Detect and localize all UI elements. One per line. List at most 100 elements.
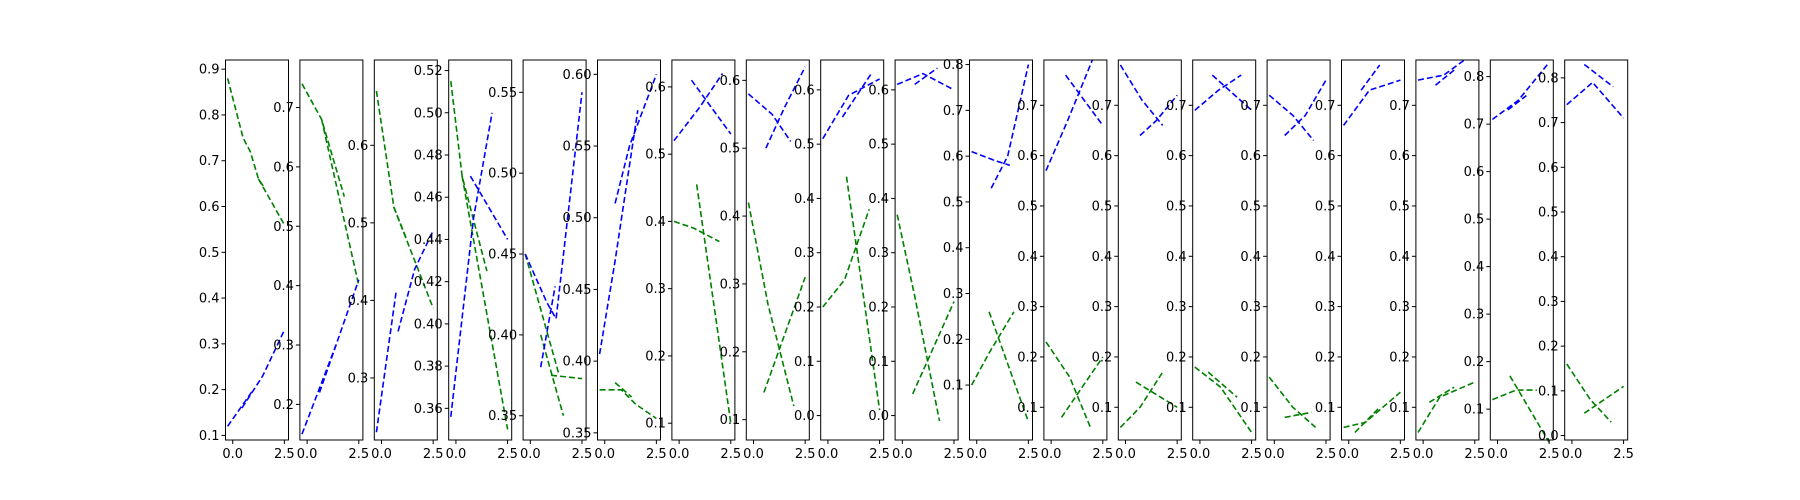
y-tick-label: 0.4 (1464, 260, 1485, 275)
x-tick-label: 2.5 (944, 447, 965, 462)
x-tick-label: 0.0 (1562, 447, 1583, 462)
panel-9-blue-line-3 (822, 78, 880, 140)
y-tick-label: 0.5 (199, 246, 220, 261)
panel-12-blue-line-4 (1064, 74, 1104, 126)
y-tick-label: 0.3 (868, 246, 889, 261)
x-tick-label: 2.5 (274, 447, 295, 462)
y-tick-label: 0.1 (868, 355, 889, 370)
y-tick-label: 0.3 (348, 371, 369, 386)
panel-12-green-line-2 (1060, 356, 1104, 418)
panel-19-blue-line-4 (1583, 63, 1614, 88)
y-tick-label: 0.40 (488, 328, 517, 343)
panel-10-green-line-1 (896, 214, 941, 422)
panel-19-blue-line-3 (1566, 81, 1625, 119)
panel-8-green-line-2 (763, 276, 806, 393)
y-tick-label: 0.6 (868, 83, 889, 98)
panel-17-blue-line-4 (1434, 69, 1455, 86)
y-tick-label: 0.3 (1538, 295, 1559, 310)
y-tick-label: 0.3 (943, 287, 964, 302)
x-tick-label: 0.0 (669, 447, 690, 462)
panel-11: 0.10.20.30.40.50.60.70.80.0 2.5 (943, 58, 1039, 462)
panel-6-green-line-1 (599, 388, 657, 420)
panel-1-frame (225, 59, 289, 441)
y-tick-label: 0.7 (273, 101, 294, 116)
y-tick-label: 0.4 (868, 192, 889, 207)
y-tick-label: 0.8 (1464, 70, 1485, 85)
y-tick-label: 0.1 (1240, 401, 1261, 416)
y-tick-label: 0.3 (645, 282, 666, 297)
y-tick-label: 0.2 (794, 301, 815, 316)
y-tick-label: 0.5 (943, 195, 964, 210)
x-tick-label: 0.0 (446, 447, 467, 462)
y-tick-label: 0.3 (720, 277, 741, 292)
panel-8-green-line-1 (747, 202, 795, 407)
x-tick-label: 2.5 (720, 447, 741, 462)
x-tick-label: 2.5 (1464, 447, 1485, 462)
y-tick-label: 0.6 (273, 160, 294, 175)
panel-6-frame (597, 59, 661, 441)
y-tick-label: 0.3 (794, 246, 815, 261)
y-tick-label: 0.0 (1538, 429, 1559, 444)
y-tick-label: 0.3 (1389, 300, 1410, 315)
y-tick-label: 0.8 (943, 58, 964, 73)
x-tick-label: 0.0 (371, 447, 392, 462)
y-tick-label: 0.52 (414, 64, 443, 79)
y-tick-label: 0.38 (414, 360, 443, 375)
y-tick-label: 0.7 (1092, 99, 1113, 114)
panel-15-blue-line-4 (1284, 79, 1327, 137)
y-tick-label: 0.35 (488, 409, 517, 424)
x-tick-label: 0.0 (966, 447, 987, 462)
panel-2: 0.20.30.40.50.60.70.0 2.5 (273, 59, 369, 462)
panel-12: 0.10.20.30.40.50.60.70.0 2.5 (1017, 59, 1113, 462)
panel-15-green-line-2 (1284, 411, 1312, 419)
panel-14-green-line-1 (1194, 366, 1253, 433)
panel-9: 0.00.10.20.30.40.50.60.0 2.5 (794, 59, 890, 462)
y-tick-label: 0.3 (1017, 300, 1038, 315)
y-tick-label: 0.5 (348, 216, 369, 231)
y-tick-label: 0.0 (868, 409, 889, 424)
y-tick-label: 0.6 (1240, 149, 1261, 164)
panel-4-green-line-1 (450, 81, 488, 272)
panel-6: 0.350.400.450.500.550.600.0 2.5 (563, 59, 667, 462)
y-tick-label: 0.5 (1092, 199, 1113, 214)
panel-8: 0.10.20.30.40.50.60.0 2.5 (720, 59, 816, 462)
panel-8-blue-line-4 (765, 66, 806, 149)
y-tick-label: 0.1 (1538, 384, 1559, 399)
panel-17-blue-line-3 (1417, 59, 1465, 81)
panel-7-frame (671, 59, 736, 441)
y-tick-label: 0.1 (943, 379, 964, 394)
panel-13-blue-line-4 (1139, 94, 1178, 137)
y-tick-label: 0.6 (1464, 165, 1485, 180)
panel-9-blue-line-4 (841, 73, 872, 118)
panel-14-green-line-2 (1207, 371, 1238, 398)
y-tick-label: 0.4 (1166, 250, 1187, 265)
panel-12-frame (1043, 59, 1108, 441)
y-tick-label: 0.7 (1166, 99, 1187, 114)
y-tick-label: 0.2 (1315, 350, 1336, 365)
panel-10-green-line-2 (911, 301, 955, 395)
x-tick-label: 2.5 (572, 447, 593, 462)
panel-1-green-line-1 (226, 78, 266, 189)
y-tick-label: 0.6 (1166, 149, 1187, 164)
x-tick-label: 0.0 (743, 447, 764, 462)
y-tick-label: 0.4 (1240, 250, 1261, 265)
panel-12-green-line-1 (1045, 341, 1092, 428)
y-tick-label: 0.5 (273, 220, 294, 235)
panel-9-green-line-1 (822, 209, 870, 308)
y-tick-label: 0.6 (1538, 161, 1559, 176)
x-tick-label: 2.5 (348, 447, 369, 462)
panel-4-frame (448, 59, 513, 441)
y-tick-label: 0.7 (1464, 118, 1485, 133)
y-tick-label: 0.35 (563, 426, 592, 441)
y-tick-label: 0.3 (273, 339, 294, 354)
panel-1-blue-line-4 (241, 329, 286, 409)
y-tick-label: 0.2 (1538, 340, 1559, 355)
y-tick-label: 0.4 (1389, 250, 1410, 265)
y-tick-label: 0.2 (868, 301, 889, 316)
y-tick-label: 0.4 (1315, 250, 1336, 265)
panel-1: 0.1 0.2 0.3 0.4 0.5 0.6 0.7 0.8 0.9 0.0 2.5 (199, 59, 295, 462)
y-tick-label: 0.8 (199, 108, 220, 123)
x-tick-label: 0.0 (1487, 447, 1508, 462)
panel-18-frame (1489, 59, 1554, 441)
y-tick-label: 0.2 (1389, 350, 1410, 365)
